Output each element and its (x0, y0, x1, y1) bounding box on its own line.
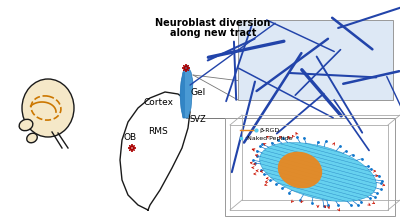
Text: SVZ: SVZ (189, 115, 206, 124)
Text: :Naked Peptide: :Naked Peptide (245, 136, 292, 141)
Ellipse shape (278, 152, 322, 188)
Ellipse shape (19, 119, 33, 131)
Ellipse shape (260, 143, 376, 202)
Text: along new tract: along new tract (170, 28, 256, 38)
Text: β-RGD: β-RGD (259, 128, 279, 132)
Text: RMS: RMS (148, 127, 168, 136)
Ellipse shape (22, 79, 74, 137)
FancyBboxPatch shape (238, 20, 393, 100)
Ellipse shape (27, 133, 37, 143)
Polygon shape (180, 72, 185, 118)
Polygon shape (180, 65, 193, 118)
Text: Gel: Gel (190, 88, 205, 97)
FancyBboxPatch shape (225, 118, 395, 216)
Text: Neuroblast diversion: Neuroblast diversion (155, 18, 271, 28)
Text: Cortex: Cortex (143, 98, 173, 107)
Text: OB: OB (123, 133, 136, 142)
